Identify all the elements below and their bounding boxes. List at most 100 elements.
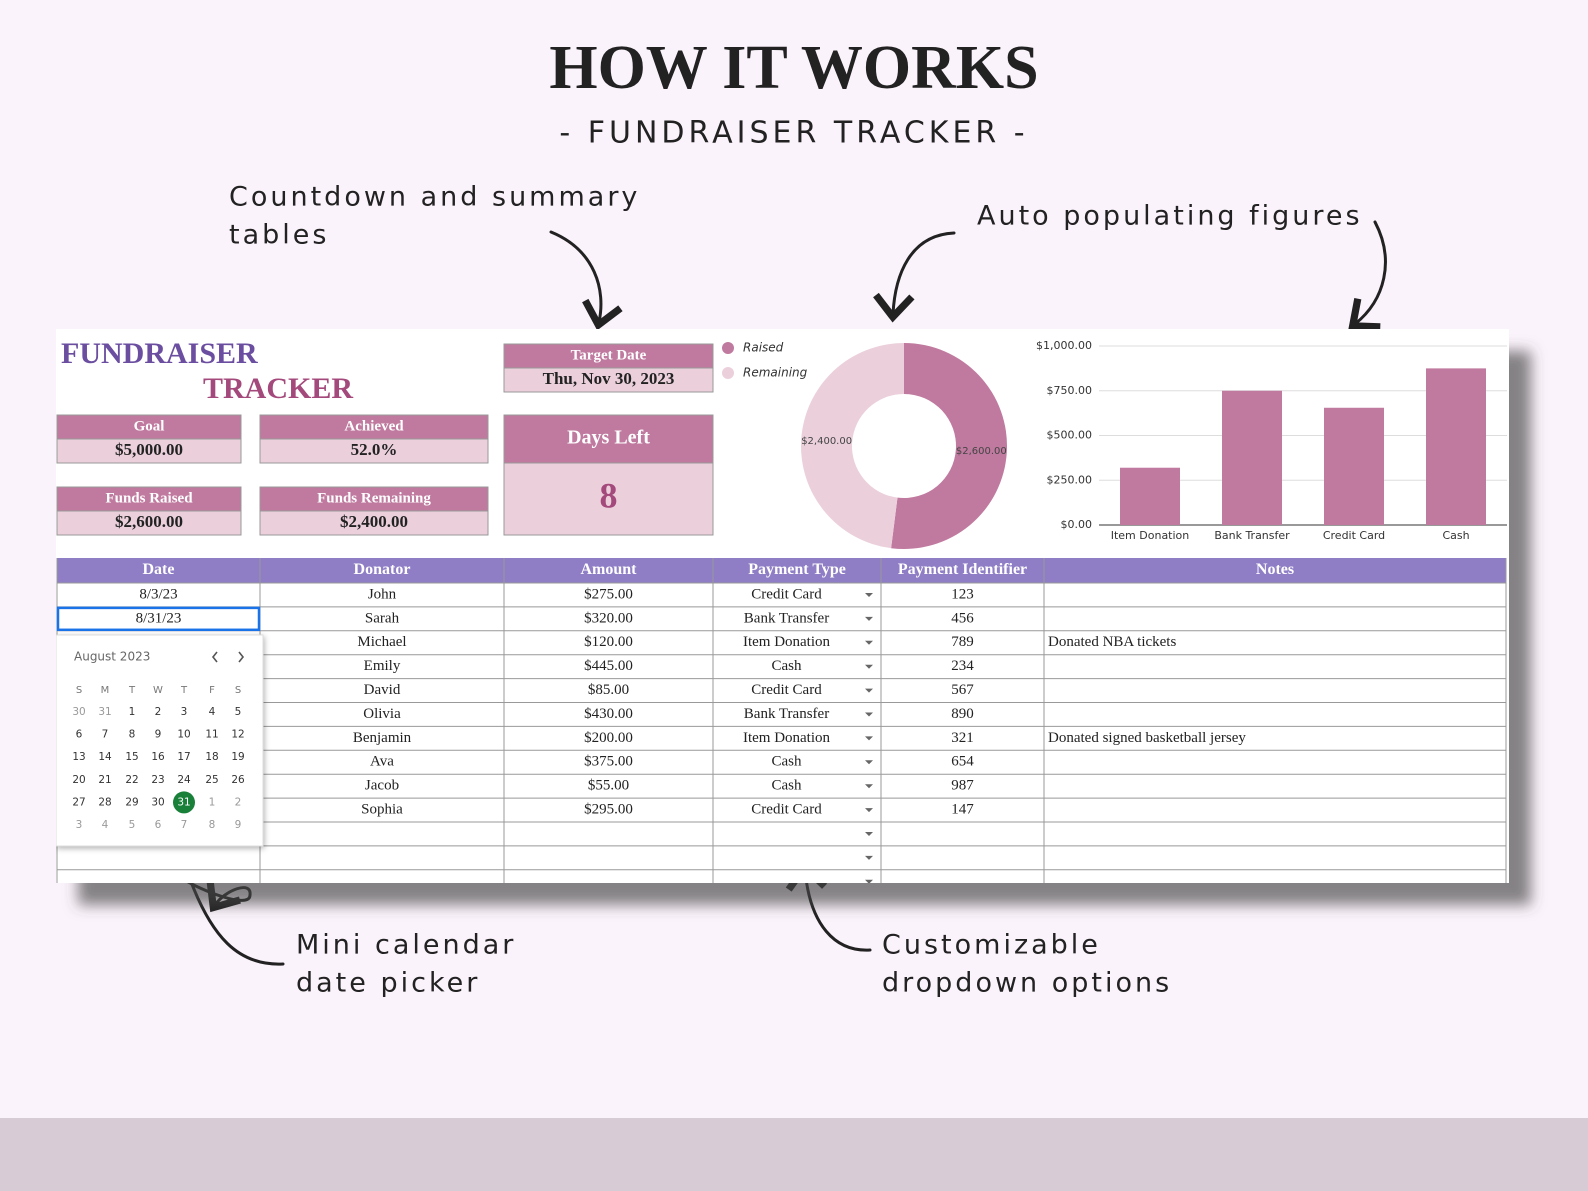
cell: Olivia	[363, 706, 401, 722]
calendar-day[interactable]: 9	[155, 729, 162, 741]
arrow	[873, 231, 956, 323]
sheet-title: FUNDRAISER	[61, 337, 258, 370]
slice-label: $2,400.00	[801, 436, 852, 447]
calendar-day[interactable]: 3	[76, 819, 83, 831]
calendar-day[interactable]: 8	[129, 729, 136, 741]
calendar-day[interactable]: 18	[205, 751, 218, 763]
sheet	[56, 329, 1509, 883]
bar	[1426, 368, 1486, 525]
dropdown-arrow	[865, 760, 873, 765]
next-month[interactable]	[238, 651, 245, 663]
calendar-day[interactable]: 30	[151, 796, 164, 808]
calendar-day[interactable]: 25	[205, 774, 218, 786]
calendar-day[interactable]: 29	[125, 796, 138, 808]
cell: 789	[951, 634, 974, 650]
cell: $275.00	[584, 586, 633, 602]
calendar-day[interactable]: 10	[177, 729, 190, 741]
cell: 456	[951, 610, 974, 626]
calendar-day[interactable]: 8	[209, 819, 216, 831]
y-tick-label: $250.00	[1047, 473, 1093, 486]
cell: Sophia	[361, 801, 403, 817]
annotation: date picker	[296, 968, 480, 999]
summary-value-bg	[56, 510, 242, 536]
calendar-day[interactable]: 2	[155, 706, 162, 718]
days-left-header	[503, 414, 714, 464]
cell: 123	[951, 586, 974, 602]
target-date-value: Thu, Nov 30, 2023	[543, 369, 675, 388]
y-tick-label: $0.00	[1061, 518, 1093, 531]
cell: 321	[951, 730, 974, 746]
calendar-day[interactable]: 24	[177, 774, 191, 786]
calendar-day[interactable]: 4	[209, 706, 216, 718]
calendar-day[interactable]: 21	[98, 774, 111, 786]
calendar-day[interactable]: 5	[129, 819, 136, 831]
prev-month[interactable]	[211, 651, 218, 663]
calendar-day[interactable]: 20	[72, 774, 85, 786]
calendar-day[interactable]: 26	[231, 774, 245, 786]
selected-cell	[56, 606, 261, 632]
cell: 567	[951, 682, 974, 698]
calendar-day[interactable]: 14	[98, 751, 112, 763]
calendar-day[interactable]: 31	[177, 796, 190, 808]
calendar-day[interactable]: 31	[98, 706, 111, 718]
summary-header	[56, 486, 242, 512]
legend-dot	[722, 367, 734, 379]
calendar-day[interactable]: 16	[151, 751, 165, 763]
calendar-day[interactable]: 22	[125, 774, 138, 786]
summary-label: Funds Raised	[105, 490, 193, 506]
cell: $55.00	[588, 778, 629, 794]
calendar-day[interactable]: 7	[102, 729, 109, 741]
annotations: Countdown and summary tables Auto populati…	[229, 182, 1363, 999]
cell: Bank Transfer	[744, 610, 829, 626]
table-header	[57, 558, 1506, 583]
summary-header	[259, 486, 489, 512]
calendar-day[interactable]: 6	[76, 729, 83, 741]
summary-label: Achieved	[344, 418, 404, 434]
calendar-day[interactable]: 5	[235, 706, 242, 718]
dropdown-arrow	[865, 593, 873, 597]
annotation: Auto populating figures	[977, 201, 1363, 232]
cell: $295.00	[584, 801, 633, 817]
bottom-band	[0, 1118, 1588, 1191]
annotation: tables	[229, 220, 329, 251]
cell: $120.00	[584, 634, 633, 650]
calendar-day[interactable]: 13	[72, 751, 85, 763]
cell: Donated NBA tickets	[1048, 634, 1176, 650]
calendar-day[interactable]: 1	[209, 796, 216, 808]
days-left-value: 8	[600, 475, 618, 515]
calendar-day[interactable]: 27	[72, 796, 85, 808]
calendar-day[interactable]: 19	[231, 751, 244, 763]
calendar-day[interactable]: 23	[151, 774, 164, 786]
legend-label: Raised	[743, 341, 784, 355]
dropdown-arrow	[865, 736, 873, 741]
days-left-value-bg	[503, 462, 714, 536]
cell: Michael	[357, 634, 406, 650]
weekday: M	[101, 685, 110, 696]
target-date-label: Target Date	[571, 347, 647, 363]
cell: $375.00	[584, 754, 633, 770]
selected-day	[173, 791, 195, 814]
calendar-day[interactable]: 15	[125, 751, 138, 763]
cell: 147	[951, 801, 974, 817]
calendar-day[interactable]: 12	[231, 729, 244, 741]
arrow	[549, 230, 623, 331]
calendar-day[interactable]: 30	[72, 706, 85, 718]
calendar-day[interactable]: 6	[155, 819, 162, 831]
bar	[1120, 467, 1180, 525]
calendar-day[interactable]: 9	[235, 819, 242, 831]
summary-value: 52.0%	[351, 440, 398, 459]
summary-header	[56, 414, 242, 440]
calendar-day[interactable]: 1	[129, 706, 136, 718]
summary-value: $2,600.00	[115, 512, 183, 531]
calendar-day[interactable]: 17	[177, 751, 190, 763]
calendar-day[interactable]: 7	[181, 819, 188, 831]
calendar-day[interactable]: 11	[205, 729, 218, 741]
annotation: Countdown and summary	[229, 182, 640, 213]
target-date-header	[503, 343, 714, 369]
calendar-day[interactable]: 4	[102, 819, 109, 831]
calendar-day[interactable]: 3	[181, 706, 188, 718]
calendar-day[interactable]: 2	[235, 796, 242, 808]
calendar-day[interactable]: 28	[98, 796, 111, 808]
donut-slice	[891, 343, 1008, 549]
